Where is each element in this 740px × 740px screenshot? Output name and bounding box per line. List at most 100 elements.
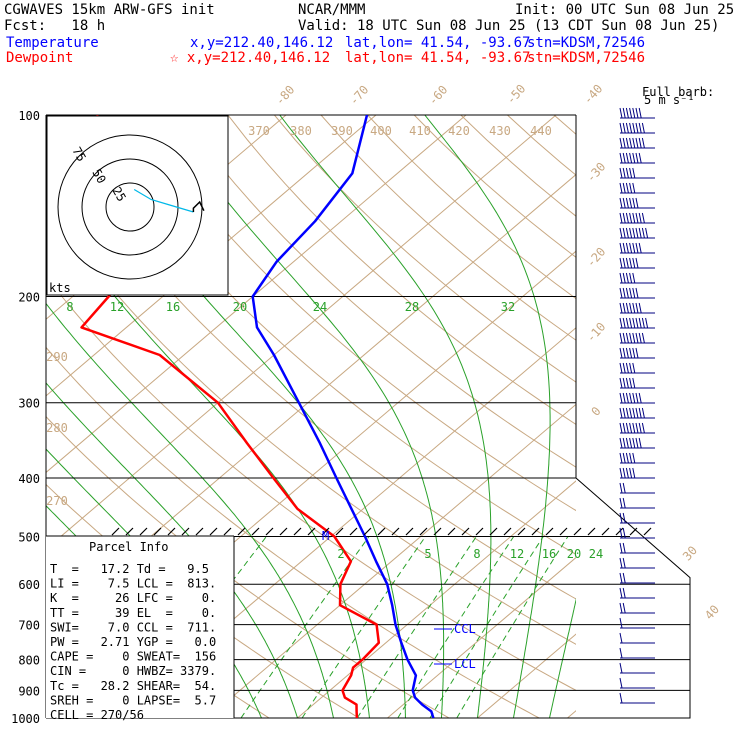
barb-flag (629, 212, 633, 224)
barb-flag (625, 212, 629, 224)
theta-label: 400 (370, 124, 392, 138)
barb-flag (625, 377, 629, 389)
hatch-mark (307, 527, 316, 536)
hodograph-trace-low (133, 188, 194, 213)
barb-flag (632, 377, 636, 389)
barb-flag (632, 302, 636, 314)
barb-flag (629, 332, 633, 344)
barb-flag (622, 602, 626, 614)
barb-flag (622, 317, 626, 329)
barb-flag (635, 302, 639, 314)
barb-flag (622, 377, 626, 389)
hatch-mark (531, 527, 540, 536)
wind-barb (619, 632, 655, 644)
dewpoint-station: stn=KDSM,72546 (527, 50, 646, 66)
hatch-mark (265, 527, 274, 536)
barb-flag (632, 122, 636, 134)
barb-flag (622, 287, 626, 299)
barb-flag (622, 497, 626, 509)
barb-flag (622, 227, 626, 239)
wind-barb (619, 527, 655, 539)
barb-flag (619, 422, 623, 434)
barb-flag (635, 197, 639, 209)
hodograph-ring-label: 25 (109, 185, 128, 205)
barb-flag (635, 392, 639, 404)
barb-flag (629, 137, 633, 149)
wind-barb (619, 362, 655, 374)
hatch-mark (601, 527, 610, 536)
hatch-mark (475, 527, 484, 536)
barb-flag (619, 572, 623, 584)
wind-barb (619, 407, 655, 419)
barb-flag (635, 317, 639, 329)
level-marker-m: M (322, 529, 329, 543)
barb-flag (622, 242, 626, 254)
barb-flag (622, 422, 626, 434)
barb-flag (629, 362, 633, 374)
pressure-tick-label: 900 (18, 684, 40, 698)
pressure-tick-label: 1000 (11, 712, 40, 726)
barb-flag (632, 242, 636, 254)
barb-flag (622, 107, 626, 119)
wind-barb (619, 377, 655, 389)
barb-flag (632, 167, 636, 179)
hatch-mark (377, 527, 386, 536)
moist-adiabat-label: 20 (233, 300, 247, 314)
temperature-tick-label: 0 (588, 404, 603, 419)
barb-flag (635, 422, 639, 434)
wind-barb (619, 452, 655, 464)
barb-flag (622, 212, 626, 224)
wind-barb (619, 167, 655, 179)
hatch-mark (139, 527, 148, 536)
barb-flag (619, 692, 623, 704)
barb-flag (625, 227, 629, 239)
hatch-mark (223, 527, 232, 536)
parcel-box-bg (46, 536, 234, 718)
theta-label: 280 (46, 421, 68, 435)
barb-flag (622, 302, 626, 314)
barb-flag (629, 347, 633, 359)
barb-legend-title: Full barb: (642, 85, 714, 99)
barb-flag (632, 422, 636, 434)
dry-adiabat-line (367, 115, 576, 300)
hatch-mark (405, 527, 414, 536)
wind-barb (619, 392, 655, 404)
barb-flag (632, 257, 636, 269)
parcel-row: CAPE = 0 SWEAT= 156 (50, 650, 216, 664)
hatch-mark (419, 527, 428, 536)
hatch-mark (153, 527, 162, 536)
parcel-row: PW = 2.71 YGP = 0.0 (50, 635, 216, 649)
barb-flag (619, 497, 623, 509)
hatch-mark (489, 527, 498, 536)
wind-barb (619, 227, 655, 239)
barb-flag (635, 122, 639, 134)
moist-adiabat-line (70, 115, 406, 718)
parcel-row: TT = 39 EL = 0. (50, 606, 216, 620)
isotherm-line (46, 115, 377, 397)
barb-flag (632, 347, 636, 359)
barb-flag (629, 392, 633, 404)
hodograph-ring-label: 75 (69, 145, 88, 165)
barb-flag (625, 362, 629, 374)
barb-flag (625, 302, 629, 314)
hatch-mark (391, 527, 400, 536)
parcel-row: K = 26 LFC = 0. (50, 591, 216, 605)
hatch-mark (363, 527, 372, 536)
barb-flag (625, 257, 629, 269)
dry-adiabat-line (134, 115, 576, 512)
wind-barb (619, 617, 655, 629)
barb-flag (632, 182, 636, 194)
pressure-tick-label: 600 (18, 578, 40, 592)
barb-flag (619, 227, 623, 239)
temperature-tick-label: -30 (584, 160, 609, 185)
hatch-mark (251, 527, 260, 536)
barb-flag (641, 122, 645, 134)
pressure-tick-label: 400 (18, 472, 40, 486)
barb-flag (619, 557, 623, 569)
barb-flag (629, 182, 633, 194)
dewpoint-profile-line (80, 115, 381, 718)
barb-flag (632, 452, 636, 464)
header-init: Init: 00 UTC Sun 08 Jun 25 (515, 2, 735, 18)
barb-flag (622, 182, 626, 194)
barb-flag (625, 272, 629, 284)
